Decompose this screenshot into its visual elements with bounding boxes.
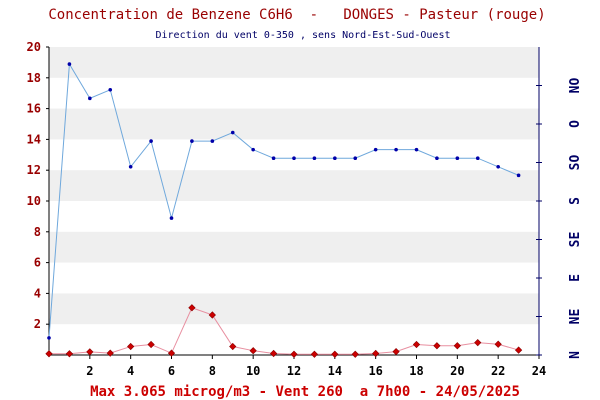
wind-tick-label: S xyxy=(568,197,583,205)
x-tick-label: 14 xyxy=(328,364,342,378)
wind-point xyxy=(149,139,153,143)
y-tick-label: 16 xyxy=(27,102,41,116)
benzene-point xyxy=(494,340,502,348)
benzene-point xyxy=(45,350,53,358)
benzene-point xyxy=(249,347,257,355)
benzene-point xyxy=(147,340,155,349)
x-tick-label: 12 xyxy=(287,364,301,378)
wind-point xyxy=(210,139,215,143)
wind-point xyxy=(333,156,337,161)
wind-point xyxy=(108,87,113,92)
benzene-point xyxy=(453,342,461,350)
benzene-point xyxy=(65,350,74,358)
x-tick-label: 16 xyxy=(368,364,382,378)
wind-tick-label: NO xyxy=(568,78,583,94)
benzene-point xyxy=(514,346,523,354)
benzene-point xyxy=(392,347,400,356)
chart-subtitle: Direction du vent 0-350 , sens Nord-Est-… xyxy=(155,30,450,41)
y-tick-label: 14 xyxy=(27,132,41,146)
wind-point xyxy=(47,336,51,340)
wind-direction-axis: N NE E SE S SO O NO xyxy=(536,78,583,359)
x-tick-label: 22 xyxy=(491,364,505,378)
wind-tick-label: E xyxy=(568,274,583,282)
wind-point xyxy=(67,62,72,66)
x-tick-label: 8 xyxy=(209,364,216,378)
wind-tick-label: SE xyxy=(568,232,583,248)
benzene-series xyxy=(45,304,523,358)
wind-tick-label: SO xyxy=(568,155,583,171)
benzene-point xyxy=(86,348,94,356)
wind-point xyxy=(435,156,439,161)
benzene-point xyxy=(229,342,237,351)
benzene-point xyxy=(167,349,176,357)
wind-tick-label: NE xyxy=(568,309,583,325)
x-tick-label: 20 xyxy=(450,364,464,378)
benzene-point xyxy=(188,304,196,312)
y-axis-ticks: 2 4 6 8 10 12 14 16 18 20 xyxy=(27,40,49,331)
wind-point xyxy=(455,156,460,161)
wind-point xyxy=(394,147,398,152)
x-axis-ticks: 2 4 6 8 10 12 14 16 18 20 22 24 xyxy=(86,355,546,378)
benzene-point xyxy=(208,311,216,319)
x-tick-label: 18 xyxy=(409,364,423,378)
benzene-point xyxy=(433,342,441,350)
benzene-point xyxy=(269,349,278,358)
benzene-point xyxy=(310,350,319,358)
y-tick-label: 6 xyxy=(34,256,41,270)
wind-direction-series xyxy=(47,62,521,340)
benzene-point xyxy=(331,350,339,358)
grid-band xyxy=(49,170,539,201)
benzene-point xyxy=(351,350,359,358)
wind-line xyxy=(48,62,519,338)
wind-point xyxy=(251,147,255,152)
grid-band xyxy=(49,293,539,325)
wind-point xyxy=(353,156,358,161)
y-tick-label: 8 xyxy=(34,225,41,239)
y-tick-label: 20 xyxy=(27,40,41,54)
grid-band xyxy=(49,108,539,140)
y-tick-label: 4 xyxy=(34,286,41,300)
wind-point xyxy=(271,156,276,161)
wind-point xyxy=(292,156,296,161)
wind-point xyxy=(373,147,378,152)
chart-title: Concentration de Benzene C6H6 - DONGES -… xyxy=(48,7,545,23)
wind-point xyxy=(169,216,174,220)
x-tick-label: 24 xyxy=(532,364,546,378)
wind-point xyxy=(312,156,317,161)
x-tick-label: 6 xyxy=(168,364,175,378)
wind-point xyxy=(475,156,480,161)
wind-point xyxy=(88,96,92,101)
wind-point xyxy=(516,173,521,178)
y-tick-label: 2 xyxy=(34,317,41,331)
benzene-point xyxy=(474,339,482,347)
wind-point xyxy=(414,147,419,152)
benzene-point xyxy=(127,342,135,351)
x-tick-label: 10 xyxy=(246,364,260,378)
y-tick-label: 18 xyxy=(27,71,41,85)
grid-bands xyxy=(49,47,539,325)
chart-footer: Max 3.065 microg/m3 - Vent 260 a 7h00 - … xyxy=(90,384,520,400)
benzene-point xyxy=(412,340,421,349)
grid-band xyxy=(49,231,539,263)
wind-tick-label: O xyxy=(568,120,583,128)
benzene-point xyxy=(290,350,298,358)
wind-point xyxy=(496,164,500,169)
x-tick-label: 2 xyxy=(86,364,93,378)
wind-tick-label: N xyxy=(568,351,583,359)
y-tick-label: 10 xyxy=(27,194,41,208)
x-tick-label: 4 xyxy=(127,364,134,378)
grid-band xyxy=(49,47,539,78)
wind-point xyxy=(128,164,133,169)
wind-point xyxy=(230,130,235,135)
wind-point xyxy=(190,139,194,143)
benzene-point xyxy=(106,349,114,357)
benzene-point xyxy=(372,349,380,358)
y-tick-label: 12 xyxy=(27,163,41,177)
